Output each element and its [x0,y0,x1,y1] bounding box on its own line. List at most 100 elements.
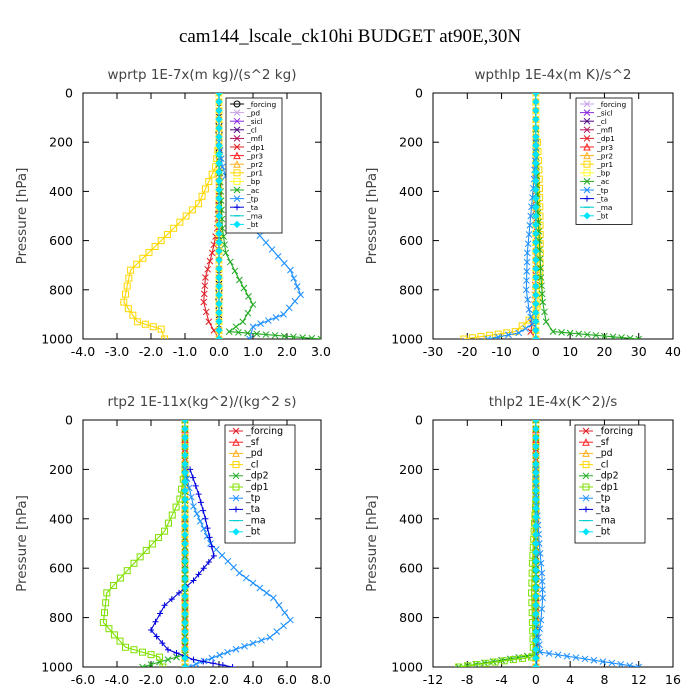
legend-label: _ma [246,212,262,221]
data-point [599,658,607,665]
data-point [181,548,189,557]
x-tick-label: 3.0 [311,344,331,359]
data-point [494,333,502,339]
data-point [187,466,194,473]
legend-label: _sicl [246,117,263,126]
data-point [208,543,215,550]
x-tick-label: 0 [532,344,540,359]
data-point [572,654,580,661]
x-tick-label: 6.0 [277,672,297,687]
data-point [168,596,175,603]
data-point [218,552,226,559]
data-point [532,557,540,565]
legend-label: _dp1 [595,482,619,493]
legend-marker [233,220,241,229]
data-point [455,663,463,667]
data-point [503,329,511,337]
legend-label: _ta [246,203,258,212]
legend: _forcing_sf_pd_cl_dp2_dp1_tp_ta_ma_bt [224,424,296,544]
x-tick-label: -12 [423,672,443,687]
data-point [200,298,208,306]
legend-label: _ma [595,515,616,526]
data-point [274,252,282,260]
data-point [249,301,257,308]
data-point [130,559,138,567]
legend-label: _pr3 [596,143,613,152]
legend-label: _bp [596,169,610,178]
legend-marker [233,100,241,108]
data-point [222,249,230,257]
plot-frame [82,92,322,340]
data-point [215,194,223,203]
data-point [635,663,643,667]
legend-label: _tp [246,194,259,203]
data-point [136,553,144,561]
x-tick-label: -1.0 [173,344,197,359]
legend-label: _dp1 [246,143,265,152]
data-point [189,474,196,481]
legend-marker [233,135,241,142]
series-bt [532,420,540,667]
legend-label: _cl [245,459,258,470]
data-point [558,329,565,336]
data-point [532,300,540,308]
plot-area [455,420,643,667]
y-axis-label: Pressure [hPa] [14,168,30,265]
legend-marker [583,506,589,513]
data-point [212,546,220,553]
data-point [151,243,159,251]
data-point [105,625,113,633]
data-point [202,274,209,281]
legend: _forcing_pd_sicl_cl_mfl_dp1_pr3_pr2_pr1_… [225,97,283,234]
data-point [524,240,532,248]
data-point [532,548,540,557]
x-tick-label: -4 [495,672,508,687]
data-point [249,579,257,587]
data-point [225,328,233,335]
data-point [537,616,545,624]
data-point [525,231,533,238]
data-point [617,660,625,667]
data-point [216,651,224,659]
data-point [120,298,128,306]
data-point [190,503,197,510]
legend-label: _cl [595,459,608,470]
data-point [287,616,294,624]
legend-marker [233,126,241,134]
y-tick-label: 800 [49,282,73,297]
data-point [149,323,157,331]
data-point [532,150,540,159]
data-point [273,628,281,635]
data-point [236,569,243,577]
data-point [244,329,251,337]
data-point [200,507,207,514]
data-point [235,329,242,336]
data-point [219,662,226,667]
data-point [176,218,184,226]
legend-label: _mfl [596,126,613,135]
data-point [532,203,540,211]
series-bt [532,93,540,339]
data-point [196,517,204,525]
y-tick-label: 800 [399,610,423,625]
data-point [532,575,540,583]
data-point [152,618,159,625]
data-point [532,212,540,220]
data-point [122,290,129,298]
data-point [563,652,571,660]
data-point [532,460,540,468]
data-point [256,584,264,592]
data-point [181,530,189,539]
plot-frame [432,419,674,668]
data-point [532,282,540,290]
series-dp1 [99,465,189,667]
data-point [202,308,210,316]
data-point [163,230,171,238]
data-point [291,297,299,305]
legend-label: _sicl [596,108,613,117]
data-point [262,239,270,246]
data-point [181,433,189,442]
legend-marker [583,109,591,116]
data-point [532,194,540,203]
data-point [142,546,150,554]
